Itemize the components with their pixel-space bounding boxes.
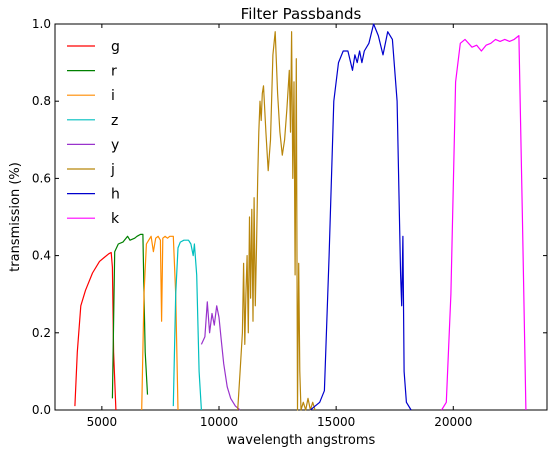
series-line-g xyxy=(74,251,117,411)
y-tick-label: 0.0 xyxy=(32,403,51,417)
legend-label-k: k xyxy=(111,211,120,227)
x-tick-label: 5000 xyxy=(87,415,118,429)
x-tick-label: 20000 xyxy=(434,415,472,429)
series-line-i xyxy=(141,235,179,411)
series-line-z xyxy=(172,239,202,411)
legend-label-h: h xyxy=(111,187,120,203)
legend-label-z: z xyxy=(111,113,118,129)
legend-label-r: r xyxy=(111,64,117,80)
legend-label-y: y xyxy=(111,137,119,153)
y-tick-label: 0.6 xyxy=(32,171,51,185)
series-layer xyxy=(74,23,527,411)
x-axis-label: wavelength angstroms xyxy=(227,433,376,448)
x-tick-label: 10000 xyxy=(200,415,238,429)
legend-label-j: j xyxy=(110,162,115,178)
y-tick-label: 0.8 xyxy=(32,94,51,108)
legend-label-g: g xyxy=(111,39,120,55)
plot-frame xyxy=(54,23,548,411)
chart-title: Filter Passbands xyxy=(241,5,362,23)
series-line-h xyxy=(310,23,412,411)
y-tick-label: 0.2 xyxy=(32,326,51,340)
y-tick-label: 1.0 xyxy=(32,17,51,31)
legend-label-i: i xyxy=(111,88,115,104)
y-axis-label: transmission (%) xyxy=(8,162,23,272)
series-line-k xyxy=(441,34,527,411)
series-line-y xyxy=(200,301,241,411)
x-tick-label: 15000 xyxy=(317,415,355,429)
series-line-j xyxy=(237,31,316,411)
ticks-layer: 5000 10000 15000 20000 0.0 0.2 0.4 0.6 0.8 1.0 xyxy=(32,17,547,429)
y-tick-label: 0.4 xyxy=(32,249,51,263)
